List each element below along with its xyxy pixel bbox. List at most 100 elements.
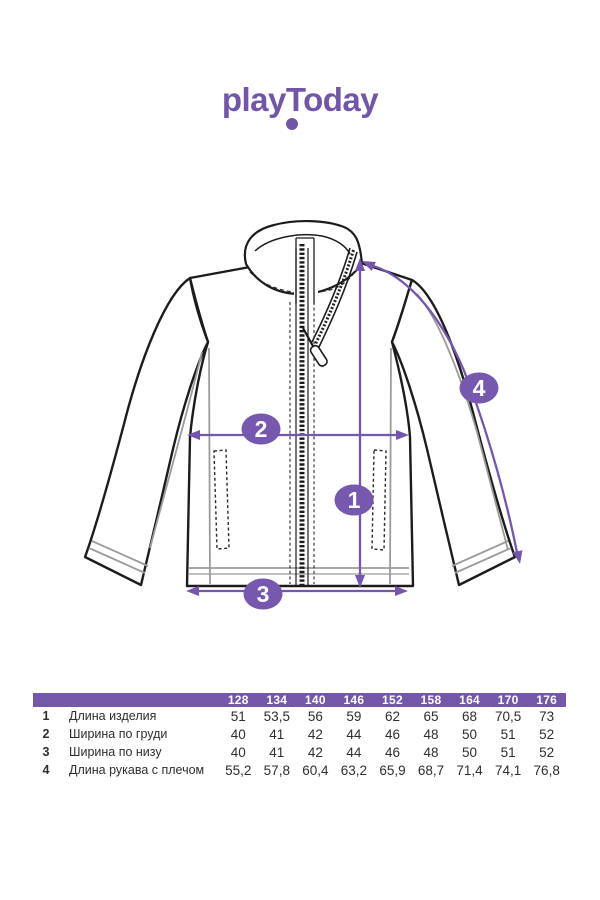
marker-circle (241, 413, 281, 445)
marker-circle (459, 372, 499, 404)
collar-flap-teeth (313, 249, 355, 346)
brand-logo-dot-icon (286, 118, 298, 130)
row-value: 65 (423, 708, 439, 724)
size-col-header: 164 (450, 693, 489, 707)
jacket-drawing (83, 219, 517, 588)
row-value: 42 (307, 744, 323, 760)
arrowhead-icon (395, 586, 408, 596)
arrowhead-icon (362, 261, 376, 272)
size-table: 128 134 140 146 152 158 164 170 176 1 Длина изде… (33, 693, 566, 779)
size-col-header: 146 (334, 693, 374, 707)
measure-marker-4: 4 (459, 372, 499, 404)
row-value: 73 (539, 708, 555, 724)
arrowhead-icon (355, 258, 365, 271)
measure-marker-1: 1 (334, 484, 374, 516)
row-value: 44 (346, 726, 362, 742)
size-col-header: 140 (296, 693, 335, 707)
marker-circle (243, 578, 283, 610)
size-col-header: 170 (488, 693, 528, 707)
row-value: 40 (230, 744, 246, 760)
table-row: 3 Ширина по низу 40 41 42 44 46 48 50 51 52 (33, 743, 566, 761)
row-value: 48 (423, 726, 439, 742)
zipper-rails (295, 248, 309, 585)
row-number: 3 (42, 745, 50, 759)
row-value: 48 (423, 744, 439, 760)
row-value: 50 (462, 744, 478, 760)
row-number: 1 (42, 709, 50, 723)
size-table-grid: 128 134 140 146 152 158 164 170 176 1 Длина изде… (33, 693, 566, 779)
row-value: 51 (500, 744, 516, 760)
marker-circle (334, 484, 374, 516)
size-col-header: 128 (219, 693, 258, 707)
brand-logo-text: playToday (221, 81, 379, 118)
left-pocket (213, 449, 230, 550)
right-panel-seam (389, 347, 392, 585)
row-value: 52 (539, 726, 555, 742)
table-row: 1 Длина изделия 51 53,5 56 59 62 65 68 70,5 73 (33, 707, 566, 725)
arrowhead-icon (512, 550, 523, 564)
collar-flap-edge (311, 247, 358, 348)
zipper-pull (309, 344, 328, 367)
marker-number: 1 (348, 487, 361, 513)
row-value: 44 (346, 744, 362, 760)
arrowhead-icon (355, 575, 365, 588)
measurement-annotations: 2 1 3 4 (186, 258, 523, 610)
row-value: 68,7 (417, 762, 445, 778)
row-value: 42 (307, 726, 323, 742)
marker-number: 4 (473, 375, 486, 401)
table-row: 2 Ширина по груди 40 41 42 44 46 48 50 51 52 (33, 725, 566, 743)
marker-number: 2 (255, 416, 268, 442)
size-header-row: 128 134 140 146 152 158 164 170 176 (33, 693, 566, 707)
jacket-left-sleeve (83, 276, 210, 587)
size-col-header: 134 (257, 693, 297, 707)
row-value: 51 (230, 708, 246, 724)
row-number: 2 (42, 727, 50, 741)
row-label: Ширина по груди (69, 727, 168, 741)
row-value: 63,2 (340, 762, 368, 778)
right-sleeve-shadow-line (416, 293, 509, 551)
row-value: 52 (539, 744, 555, 760)
left-panel-seam (208, 347, 211, 585)
left-cuff-band (88, 540, 149, 574)
table-row: 4 Длина рукава с плечом 55,2 57,8 60,4 63,2 6… (33, 761, 566, 779)
row-value: 65,9 (379, 762, 406, 778)
row-value: 55,2 (225, 762, 252, 778)
arrowhead-icon (187, 430, 200, 440)
row-value: 51 (500, 726, 516, 742)
right-cuff-band (451, 540, 512, 574)
row-value: 74,1 (494, 762, 522, 778)
measure-marker-3: 3 (243, 578, 283, 610)
row-value: 56 (307, 708, 323, 724)
left-sleeve-shadow-line (149, 351, 203, 549)
row-value: 70,5 (494, 708, 522, 724)
row-value: 59 (346, 708, 362, 724)
row-value: 46 (384, 744, 400, 760)
size-col-header: 158 (411, 693, 451, 707)
row-value: 71,4 (456, 762, 483, 778)
collar-base-stitch (249, 266, 359, 294)
size-col-header: 176 (527, 693, 566, 707)
measure-marker-2: 2 (241, 413, 281, 445)
row-value: 53,5 (263, 708, 290, 724)
zipper-slider-cord (302, 327, 315, 349)
brand-logo: playToday (0, 83, 600, 139)
arrowhead-icon (186, 586, 199, 596)
row-label: Длина изделия (69, 709, 157, 723)
right-pocket (371, 449, 387, 551)
row-value: 50 (462, 726, 478, 742)
size-header-spacer (33, 693, 219, 707)
row-value: 60,4 (302, 762, 329, 778)
collar-rim-inner (254, 233, 351, 255)
row-value: 41 (269, 726, 285, 742)
row-number: 4 (42, 763, 50, 777)
row-value: 76,8 (533, 762, 560, 778)
row-label: Ширина по низу (69, 745, 162, 759)
row-value: 57,8 (263, 762, 290, 778)
row-value: 46 (384, 726, 400, 742)
arrowhead-icon (396, 430, 409, 440)
marker-number: 3 (257, 581, 270, 607)
row-value: 41 (269, 744, 285, 760)
row-value: 40 (230, 726, 246, 742)
size-col-header: 152 (373, 693, 412, 707)
